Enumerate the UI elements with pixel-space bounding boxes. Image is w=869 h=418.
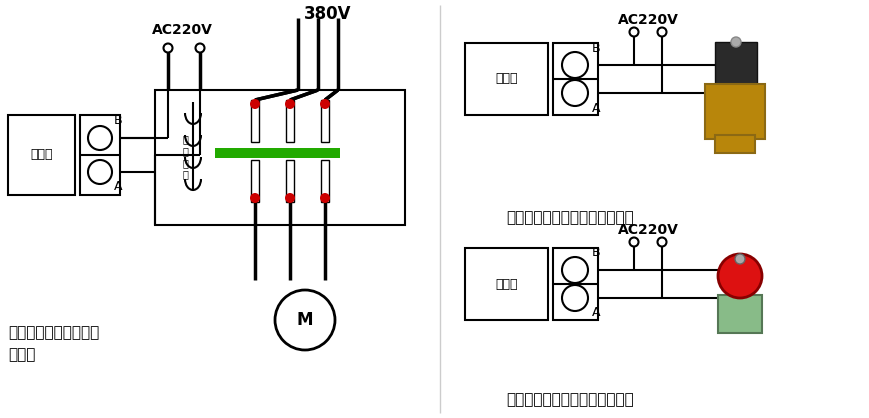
Bar	[715, 42, 757, 84]
Circle shape	[285, 193, 295, 203]
Bar	[465, 248, 548, 320]
Circle shape	[718, 254, 762, 298]
Bar	[215, 148, 340, 158]
Circle shape	[285, 99, 295, 109]
Circle shape	[629, 28, 639, 36]
Text: A: A	[592, 306, 600, 319]
Text: 继电器: 继电器	[495, 72, 518, 86]
Text: AC220V: AC220V	[618, 223, 679, 237]
Bar	[8, 115, 75, 195]
Bar	[80, 115, 120, 195]
Circle shape	[629, 237, 639, 247]
Circle shape	[275, 290, 335, 350]
Text: M: M	[296, 311, 313, 329]
Circle shape	[658, 237, 667, 247]
Circle shape	[196, 43, 204, 53]
Text: 水位控制器与交流电磁阀的连接: 水位控制器与交流电磁阀的连接	[506, 211, 634, 225]
Bar	[286, 100, 294, 142]
Circle shape	[320, 193, 330, 203]
Text: 水位控制器与三相水泵: 水位控制器与三相水泵	[8, 325, 99, 340]
Circle shape	[88, 126, 112, 150]
Circle shape	[88, 160, 112, 184]
Bar	[718, 295, 762, 333]
Text: 继电器: 继电器	[495, 278, 518, 291]
Bar	[155, 90, 405, 225]
Circle shape	[658, 28, 667, 36]
Text: B: B	[592, 247, 600, 260]
Bar	[321, 160, 329, 202]
Text: 380V: 380V	[304, 5, 352, 23]
Bar	[251, 100, 259, 142]
Circle shape	[250, 99, 260, 109]
Circle shape	[320, 99, 330, 109]
Bar	[286, 160, 294, 202]
Text: A: A	[114, 179, 123, 193]
Bar	[553, 43, 598, 115]
Bar	[321, 100, 329, 142]
Bar	[715, 135, 755, 153]
Circle shape	[735, 254, 745, 264]
Bar	[553, 248, 598, 320]
Text: 的连接: 的连接	[8, 347, 36, 362]
Text: 水位控制器与交流报警器的连接: 水位控制器与交流报警器的连接	[506, 393, 634, 408]
Bar	[251, 160, 259, 202]
Circle shape	[250, 193, 260, 203]
Bar	[465, 43, 548, 115]
Bar	[705, 84, 765, 139]
Text: A: A	[592, 102, 600, 115]
Circle shape	[731, 37, 741, 47]
Circle shape	[562, 285, 588, 311]
Text: 继电器: 继电器	[30, 148, 53, 161]
Text: B: B	[592, 41, 600, 54]
Text: AC220V: AC220V	[618, 13, 679, 27]
Text: B: B	[114, 114, 123, 127]
Text: AC220V: AC220V	[151, 23, 212, 37]
Circle shape	[562, 52, 588, 78]
Circle shape	[163, 43, 173, 53]
Text: 启
动
线
圈: 启 动 线 圈	[182, 135, 188, 179]
Circle shape	[562, 257, 588, 283]
Circle shape	[562, 80, 588, 106]
